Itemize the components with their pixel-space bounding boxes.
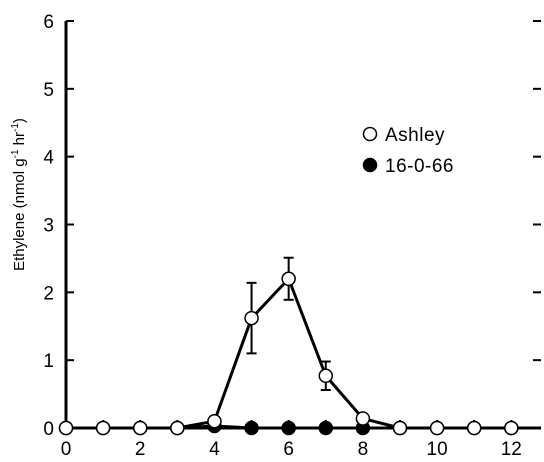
y-tick-label: 0 (43, 419, 54, 440)
data-point (281, 420, 296, 436)
y-axis-title: Ethylene (nmol g-1 hr-1) (10, 118, 28, 271)
series-line (66, 276, 512, 430)
y-tick-label: 5 (43, 80, 54, 101)
x-tick-label: 2 (135, 439, 146, 460)
legend: Ashley 16-0-66 (362, 125, 454, 177)
data-point (318, 368, 334, 384)
x-tick-label: 4 (209, 439, 220, 460)
y-axis-label: Ethylene (nmol g-1 hr-1) (10, 118, 28, 271)
y-tick-label: 2 (43, 283, 54, 304)
data-point (504, 420, 519, 436)
data-point (392, 420, 408, 436)
x-tick-label: 12 (501, 439, 522, 460)
y-tick-label: 1 (43, 351, 54, 372)
data-point (95, 420, 111, 436)
plot-frame (64, 21, 541, 430)
data-point (132, 420, 148, 436)
data-point (207, 413, 222, 429)
x-tick-label: 10 (427, 439, 448, 460)
y-tick-label: 3 (43, 216, 54, 237)
legend-marker (362, 126, 378, 142)
y-tick-label: 4 (43, 148, 54, 169)
data-point (244, 420, 259, 436)
data-point (281, 271, 296, 287)
x-tick-label: 0 (61, 439, 72, 460)
legend-marker (362, 157, 378, 173)
x-tick-label: 8 (358, 439, 369, 460)
y-tick-label: 6 (43, 12, 54, 33)
data-point (355, 411, 371, 426)
data-point (170, 420, 185, 436)
legend-label: 16-0-66 (385, 156, 454, 177)
data-point (318, 420, 334, 436)
series-Ashley (58, 256, 519, 436)
legend-label: Ashley (385, 125, 445, 146)
data-point (466, 420, 482, 436)
axis-ticks (65, 20, 541, 429)
data-point (244, 310, 259, 326)
data-point (58, 420, 74, 436)
data-point (429, 420, 445, 436)
x-tick-label: 6 (283, 439, 294, 460)
series-layer (58, 256, 519, 436)
